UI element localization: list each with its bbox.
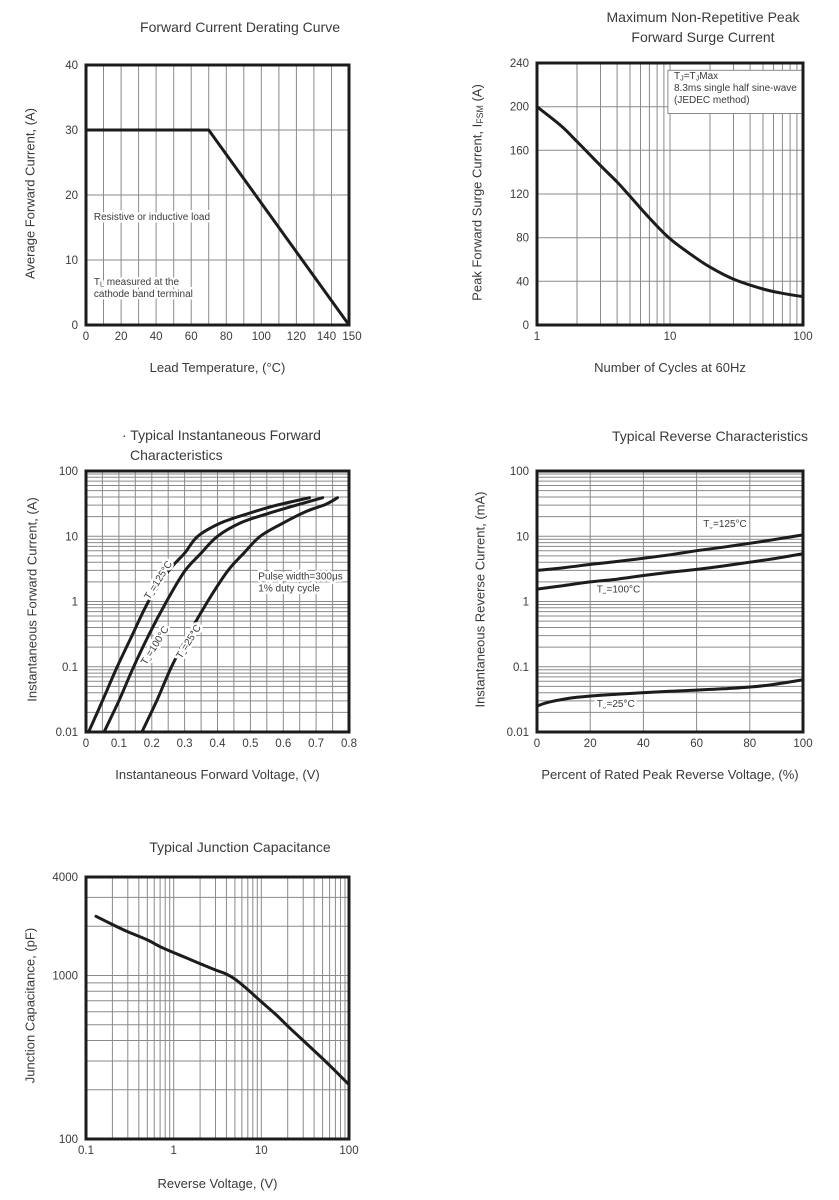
x-axis-label: Number of Cycles at 60Hz bbox=[594, 360, 746, 375]
svg-text:140: 140 bbox=[317, 331, 336, 343]
svg-text:80: 80 bbox=[220, 331, 233, 343]
svg-text:10: 10 bbox=[65, 531, 78, 543]
chart-title-line: Maximum Non-Repetitive Peak bbox=[606, 9, 800, 25]
junction-capacitance-plot: 0.1 1 10 100 100 1000 4000 bbox=[52, 872, 358, 1157]
chart-title: · Typical Instantaneous Forward Characte… bbox=[122, 425, 321, 465]
svg-text:40: 40 bbox=[150, 331, 163, 343]
chart-title-line: Typical Junction Capacitance bbox=[149, 839, 331, 855]
x-axis-label: Lead Temperature, (°C) bbox=[149, 360, 286, 375]
svg-text:TJ=100°C: TJ=100°C bbox=[597, 584, 640, 596]
svg-text:1: 1 bbox=[523, 597, 529, 609]
svg-text:0: 0 bbox=[72, 320, 78, 332]
svg-text:cathode band terminal: cathode band terminal bbox=[94, 289, 193, 300]
svg-text:120: 120 bbox=[510, 189, 529, 201]
svg-text:TJ=25°C: TJ=25°C bbox=[174, 623, 204, 661]
chart-title-line: · Typical Instantaneous Forward bbox=[122, 427, 321, 443]
chart-typical-junction-capacitance: Typical Junction Capacitance Junction Ca… bbox=[0, 810, 420, 1200]
svg-text:Resistive or inductive load: Resistive or inductive load bbox=[94, 212, 210, 223]
svg-text:0: 0 bbox=[83, 331, 89, 343]
svg-text:0.01: 0.01 bbox=[507, 727, 529, 739]
x-axis-label: Percent of Rated Peak Reverse Voltage, (… bbox=[541, 767, 799, 782]
chart-title: Typical Reverse Characteristics bbox=[570, 426, 839, 446]
svg-text:1: 1 bbox=[170, 1145, 176, 1157]
svg-text:0: 0 bbox=[83, 738, 89, 750]
svg-text:0.1: 0.1 bbox=[111, 738, 127, 750]
svg-text:0.7: 0.7 bbox=[308, 738, 324, 750]
svg-text:4000: 4000 bbox=[52, 872, 78, 884]
svg-text:100: 100 bbox=[59, 466, 78, 478]
svg-text:40: 40 bbox=[516, 276, 529, 288]
svg-text:(JEDEC method): (JEDEC method) bbox=[674, 95, 750, 106]
chart-forward-current-derating: Forward Current Derating Curve Average F… bbox=[0, 0, 420, 400]
x-axis-label: Instantaneous Forward Voltage, (V) bbox=[115, 767, 320, 782]
svg-text:0: 0 bbox=[534, 738, 540, 750]
reverse-characteristics-plot: TJ=125°C TJ=100°C TJ=25°C 0 20 40 60 80 100 0.01 0… bbox=[507, 466, 813, 750]
svg-text:8.3ms single half sine-wave: 8.3ms single half sine-wave bbox=[674, 83, 797, 94]
svg-text:20: 20 bbox=[65, 190, 78, 202]
svg-text:80: 80 bbox=[743, 738, 756, 750]
svg-text:Pulse width=300μs: Pulse width=300μs bbox=[258, 572, 342, 583]
svg-text:0: 0 bbox=[523, 320, 529, 332]
svg-text:100: 100 bbox=[793, 738, 812, 750]
svg-text:10: 10 bbox=[65, 255, 78, 267]
chart-title: Forward Current Derating Curve bbox=[70, 17, 410, 37]
chart-title-line: Forward Surge Current bbox=[631, 29, 775, 45]
svg-text:40: 40 bbox=[65, 60, 78, 72]
chart-peak-forward-surge-current: Maximum Non-Repetitive Peak Forward Surg… bbox=[420, 0, 839, 400]
svg-text:80: 80 bbox=[516, 233, 529, 245]
chart-title-line: Characteristics bbox=[130, 447, 223, 463]
svg-text:100: 100 bbox=[59, 1134, 78, 1146]
svg-text:10: 10 bbox=[255, 1145, 268, 1157]
chart-title-line: Typical Reverse Characteristics bbox=[611, 428, 809, 444]
svg-text:240: 240 bbox=[510, 58, 529, 70]
derating-plot: Resistive or inductive load TL measured a… bbox=[65, 60, 361, 343]
svg-text:100: 100 bbox=[339, 1145, 358, 1157]
svg-text:0.1: 0.1 bbox=[62, 662, 78, 674]
chart-typical-reverse-characteristics: Typical Reverse Characteristics Instanta… bbox=[420, 400, 839, 800]
svg-text:40: 40 bbox=[637, 738, 650, 750]
svg-text:30: 30 bbox=[65, 125, 78, 137]
svg-text:0.6: 0.6 bbox=[275, 738, 291, 750]
svg-text:0.01: 0.01 bbox=[56, 727, 78, 739]
svg-text:0.2: 0.2 bbox=[144, 738, 160, 750]
svg-text:120: 120 bbox=[287, 331, 306, 343]
svg-text:0.8: 0.8 bbox=[341, 738, 357, 750]
svg-text:60: 60 bbox=[185, 331, 198, 343]
svg-text:100: 100 bbox=[510, 466, 529, 478]
chart-title-line: Forward Current Derating Curve bbox=[140, 19, 340, 35]
svg-text:TJ=25°C: TJ=25°C bbox=[597, 699, 635, 711]
svg-text:1: 1 bbox=[72, 597, 78, 609]
chart-title: Typical Junction Capacitance bbox=[90, 837, 390, 857]
chart-instantaneous-forward-characteristics: · Typical Instantaneous Forward Characte… bbox=[0, 400, 420, 800]
svg-text:200: 200 bbox=[510, 102, 529, 114]
svg-text:TL measured at the: TL measured at the bbox=[94, 277, 180, 289]
svg-text:0.1: 0.1 bbox=[513, 662, 529, 674]
svg-text:100: 100 bbox=[252, 331, 271, 343]
svg-text:0.1: 0.1 bbox=[78, 1145, 94, 1157]
svg-text:10: 10 bbox=[664, 331, 677, 343]
svg-text:TJ=TJMax: TJ=TJMax bbox=[674, 71, 718, 83]
svg-text:1: 1 bbox=[534, 331, 540, 343]
svg-text:0.5: 0.5 bbox=[242, 738, 258, 750]
svg-text:1000: 1000 bbox=[52, 971, 78, 983]
svg-text:150: 150 bbox=[342, 331, 361, 343]
svg-text:0.4: 0.4 bbox=[210, 738, 227, 750]
svg-text:100: 100 bbox=[793, 331, 812, 343]
svg-text:20: 20 bbox=[584, 738, 597, 750]
svg-text:0.3: 0.3 bbox=[177, 738, 193, 750]
svg-text:1% duty cycle: 1% duty cycle bbox=[258, 584, 320, 595]
svg-text:20: 20 bbox=[115, 331, 128, 343]
svg-text:10: 10 bbox=[516, 531, 529, 543]
x-axis-label: Reverse Voltage, (V) bbox=[157, 1176, 278, 1191]
chart-title: Maximum Non-Repetitive Peak Forward Surg… bbox=[553, 7, 839, 47]
svg-text:60: 60 bbox=[690, 738, 703, 750]
svg-text:160: 160 bbox=[510, 145, 529, 157]
svg-text:TJ=125°C: TJ=125°C bbox=[703, 519, 746, 531]
